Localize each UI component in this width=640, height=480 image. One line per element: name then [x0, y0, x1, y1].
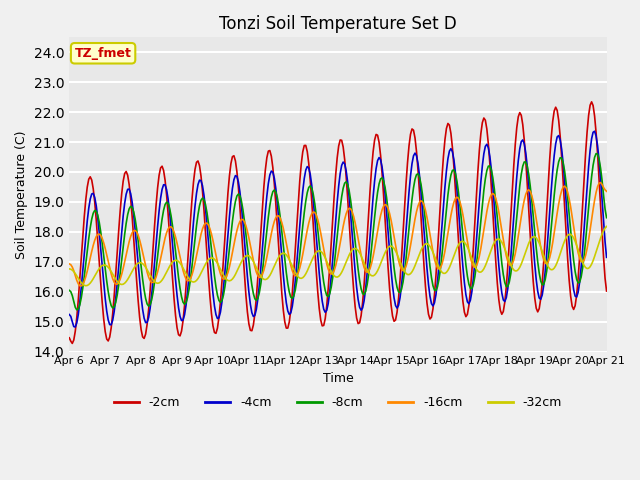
Text: TZ_fmet: TZ_fmet	[75, 47, 132, 60]
Title: Tonzi Soil Temperature Set D: Tonzi Soil Temperature Set D	[219, 15, 457, 33]
Legend: -2cm, -4cm, -8cm, -16cm, -32cm: -2cm, -4cm, -8cm, -16cm, -32cm	[109, 391, 567, 414]
Y-axis label: Soil Temperature (C): Soil Temperature (C)	[15, 130, 28, 259]
X-axis label: Time: Time	[323, 372, 353, 385]
